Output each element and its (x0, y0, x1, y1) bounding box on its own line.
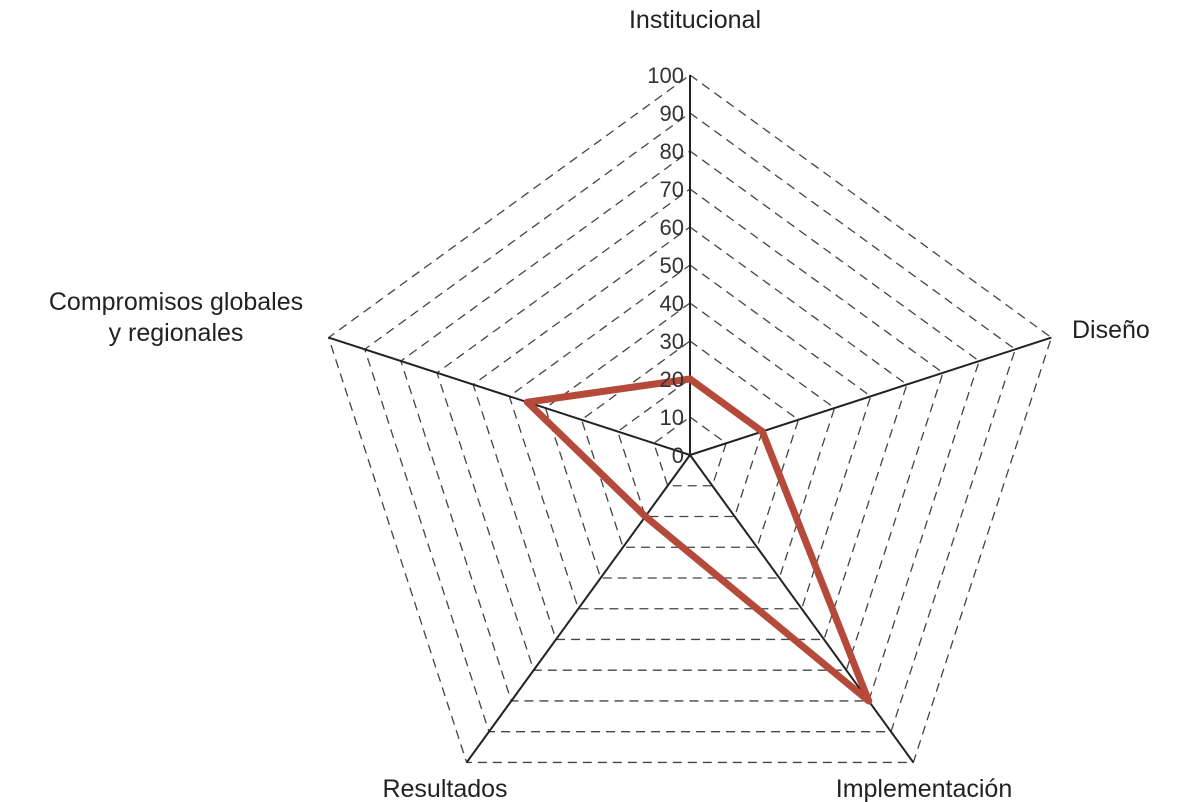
axis-label-4: Compromisos globales y regionales (49, 288, 303, 347)
tick-label-40: 40 (660, 291, 684, 316)
tick-label-70: 70 (660, 177, 684, 202)
grid-layer (327, 74, 1053, 764)
spoke-1 (689, 336, 1052, 456)
tick-label-100: 100 (647, 63, 684, 88)
grid-ring-80 (400, 150, 980, 702)
series-point-3 (641, 512, 649, 520)
grid-ring-60 (472, 226, 908, 641)
series-point-1 (758, 428, 766, 436)
axis-label-layer: Institucional Diseño Implementación Resulta… (49, 6, 1150, 802)
grid-ring-100 (327, 74, 1053, 764)
tick-label-90: 90 (660, 101, 684, 126)
series-point-2 (865, 697, 873, 705)
axis-label-1: Diseño (1072, 316, 1150, 344)
tick-label-20: 20 (660, 367, 684, 392)
tick-label-10: 10 (660, 405, 684, 430)
axis-label-0: Institucional (629, 6, 761, 34)
spoke-2 (689, 454, 915, 764)
tick-label-50: 50 (660, 253, 684, 278)
tick-label-80: 80 (660, 139, 684, 164)
series-layer (523, 375, 873, 705)
spoke-layer (328, 75, 1052, 764)
series-point-4 (523, 398, 531, 406)
series-polygon-0 (523, 375, 873, 705)
tick-label-0: 0 (672, 443, 684, 468)
spoke-4 (328, 336, 691, 456)
series-point-0 (686, 375, 694, 383)
axis-label-2: Implementación (836, 775, 1012, 802)
tick-label-60: 60 (660, 215, 684, 240)
axis-label-3: Resultados (382, 775, 507, 802)
grid-ring-90 (363, 112, 1017, 733)
grid-ring-10 (653, 416, 727, 487)
grid-ring-70 (436, 188, 944, 671)
spoke-3 (465, 454, 691, 764)
tick-label-layer: 0 10 20 30 40 50 60 70 80 90 100 (647, 63, 684, 468)
tick-label-30: 30 (660, 329, 684, 354)
grid-ring-30 (580, 340, 800, 548)
grid-ring-50 (508, 264, 872, 610)
